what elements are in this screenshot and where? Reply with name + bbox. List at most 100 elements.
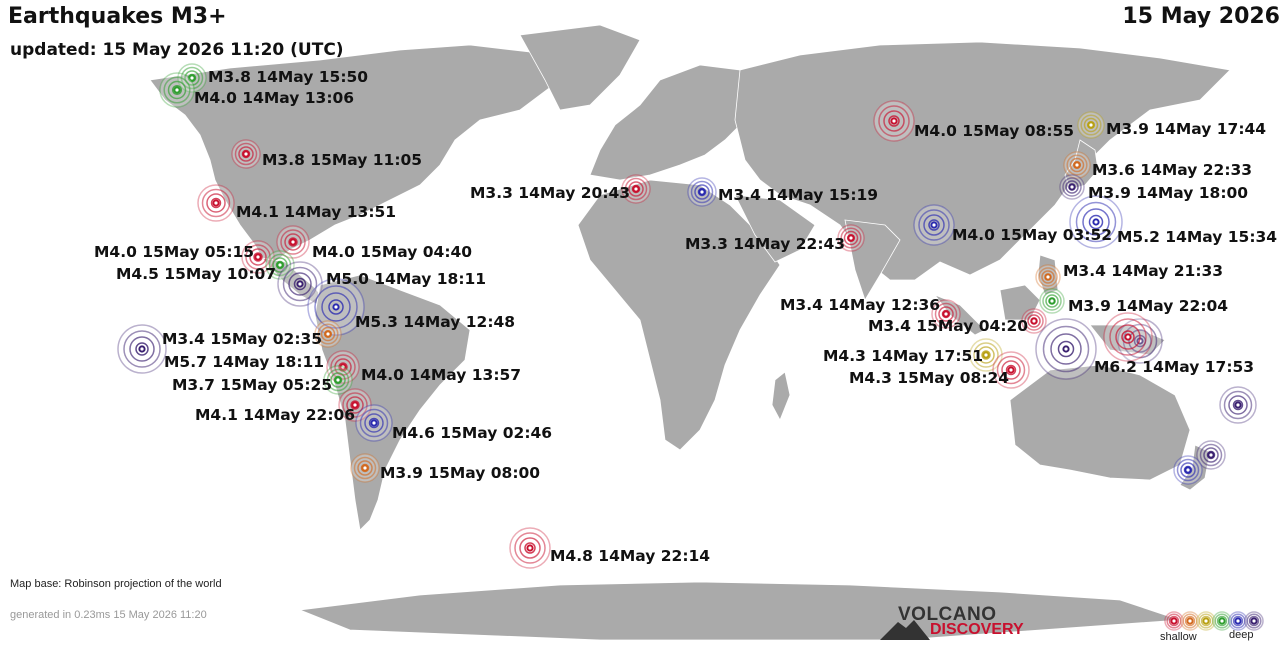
quake-label[interactable]: M5.0 14May 18:11	[326, 270, 486, 288]
quake-label[interactable]: M4.1 14May 13:51	[236, 203, 396, 221]
quake-marker[interactable]	[338, 388, 372, 422]
quake-label[interactable]: M4.1 14May 22:06	[195, 406, 355, 424]
quake-marker[interactable]	[1063, 151, 1091, 179]
quake-marker[interactable]	[231, 139, 261, 169]
landmass-greenland	[519, 24, 641, 111]
volcano-logo-icon	[880, 620, 930, 640]
landmass-antarctica	[299, 581, 1181, 641]
quake-marker[interactable]	[355, 404, 393, 442]
quake-marker[interactable]	[1077, 111, 1105, 139]
quake-label[interactable]: M4.0 15May 08:55	[914, 122, 1074, 140]
quake-marker[interactable]	[350, 453, 380, 483]
quake-label[interactable]: M4.3 15May 08:24	[849, 369, 1009, 387]
quake-label[interactable]: M3.6 14May 22:33	[1092, 161, 1252, 179]
quake-marker[interactable]	[1039, 288, 1065, 314]
quake-marker[interactable]	[314, 320, 342, 348]
quake-marker[interactable]	[241, 240, 275, 274]
quake-marker[interactable]	[1196, 440, 1226, 470]
legend-shallow-label: shallow	[1160, 631, 1197, 643]
legend-ring[interactable]	[1196, 611, 1216, 631]
landmass-borneo	[999, 284, 1041, 321]
legend-ring[interactable]	[1180, 611, 1200, 631]
quake-label[interactable]: M3.9 14May 22:04	[1068, 297, 1228, 315]
landmass-asia	[734, 41, 1231, 281]
quake-label[interactable]: M4.0 15May 05:15	[94, 243, 254, 261]
landmass-arabia	[734, 194, 816, 263]
quake-marker[interactable]	[197, 184, 235, 222]
quake-label[interactable]: M3.4 15May 02:35	[162, 330, 322, 348]
quake-label[interactable]: M5.7 14May 18:11	[164, 353, 324, 371]
quake-marker[interactable]	[326, 350, 360, 384]
quake-marker[interactable]	[276, 225, 310, 259]
quake-marker[interactable]	[1069, 195, 1123, 249]
quake-marker[interactable]	[177, 63, 207, 93]
quake-label[interactable]: M3.9 14May 18:00	[1088, 184, 1248, 202]
quake-marker[interactable]	[1103, 312, 1153, 362]
generated-note: generated in 0.23ms 15 May 2026 11:20	[10, 609, 207, 621]
quake-marker[interactable]	[1035, 264, 1061, 290]
quake-label[interactable]: M3.8 15May 11:05	[262, 151, 422, 169]
landmass-africa	[577, 179, 781, 451]
quake-label[interactable]: M4.6 15May 02:46	[392, 424, 552, 442]
legend-ring[interactable]	[1212, 611, 1232, 631]
quake-marker[interactable]	[277, 261, 323, 307]
quake-marker[interactable]	[1035, 318, 1097, 380]
quake-marker[interactable]	[873, 100, 915, 142]
quake-label[interactable]: M4.0 15May 04:40	[312, 243, 472, 261]
quake-marker[interactable]	[159, 72, 195, 108]
quake-marker[interactable]	[117, 324, 167, 374]
logo-line-2: DISCOVERY	[930, 621, 1024, 638]
quake-marker[interactable]	[323, 365, 353, 395]
quake-marker[interactable]	[687, 177, 717, 207]
quake-label[interactable]: M3.3 14May 22:43	[685, 235, 845, 253]
depth-legend: shallow deep	[1160, 610, 1270, 646]
quake-label[interactable]: M3.9 15May 08:00	[380, 464, 540, 482]
quake-label[interactable]: M4.0 14May 13:57	[361, 366, 521, 384]
legend-ring[interactable]	[1244, 611, 1264, 631]
quake-label[interactable]: M4.8 14May 22:14	[550, 547, 710, 565]
quake-marker[interactable]	[837, 224, 865, 252]
volcano-discovery-logo[interactable]: VOLCANO DISCOVERY	[880, 604, 1040, 640]
landmass-india	[844, 219, 901, 301]
quake-label[interactable]: M4.5 15May 10:07	[116, 265, 276, 283]
quake-label[interactable]: M3.4 14May 12:36	[780, 296, 940, 314]
quake-label[interactable]: M3.4 15May 04:20	[868, 317, 1028, 335]
landmass-europe	[589, 64, 761, 181]
quake-marker[interactable]	[621, 174, 651, 204]
updated-timestamp: updated: 15 May 2026 11:20 (UTC)	[10, 40, 344, 60]
page-title: Earthquakes M3+	[8, 4, 227, 29]
quake-marker[interactable]	[913, 204, 955, 246]
header-date: 15 May 2026	[1122, 4, 1280, 29]
quake-label[interactable]: M4.3 14May 17:51	[823, 347, 983, 365]
landmass-australia	[1009, 364, 1191, 481]
quake-marker[interactable]	[992, 351, 1030, 389]
landmass-north-america	[149, 44, 561, 263]
quake-marker[interactable]	[1219, 386, 1257, 424]
quake-marker[interactable]	[1059, 174, 1085, 200]
legend-deep-label: deep	[1229, 629, 1254, 641]
quake-label[interactable]: M4.0 15May 03:52	[952, 226, 1112, 244]
quake-label[interactable]: M3.8 14May 15:50	[208, 68, 368, 86]
quake-label[interactable]: M3.4 14May 15:19	[718, 186, 878, 204]
quake-label[interactable]: M3.4 14May 21:33	[1063, 262, 1223, 280]
landmass-madagascar	[771, 371, 791, 421]
quake-label[interactable]: M3.9 14May 17:44	[1106, 120, 1266, 138]
legend-rings	[1164, 611, 1264, 631]
quake-marker[interactable]	[1173, 455, 1203, 485]
quake-marker[interactable]	[931, 299, 961, 329]
land-layer	[149, 24, 1231, 641]
quake-marker[interactable]	[969, 338, 1003, 372]
quake-label[interactable]: M5.3 14May 12:48	[355, 313, 515, 331]
quake-marker[interactable]	[265, 250, 295, 280]
labels-layer: M3.8 14May 15:50 M4.0 14May 13:06 M3.8 15M…	[94, 68, 1277, 565]
quake-marker[interactable]	[1021, 308, 1047, 334]
quake-label[interactable]: M3.3 14May 20:43	[470, 184, 630, 202]
map-base-note: Map base: Robinson projection of the wor…	[10, 578, 222, 590]
quake-label[interactable]: M5.2 14May 15:34	[1117, 228, 1277, 246]
logo-line-1: VOLCANO	[898, 604, 997, 625]
quake-label[interactable]: M4.0 14May 13:06	[194, 89, 354, 107]
quake-label[interactable]: M6.2 14May 17:53	[1094, 358, 1254, 376]
quake-marker[interactable]	[509, 527, 551, 569]
quake-label[interactable]: M3.7 15May 05:25	[172, 376, 332, 394]
